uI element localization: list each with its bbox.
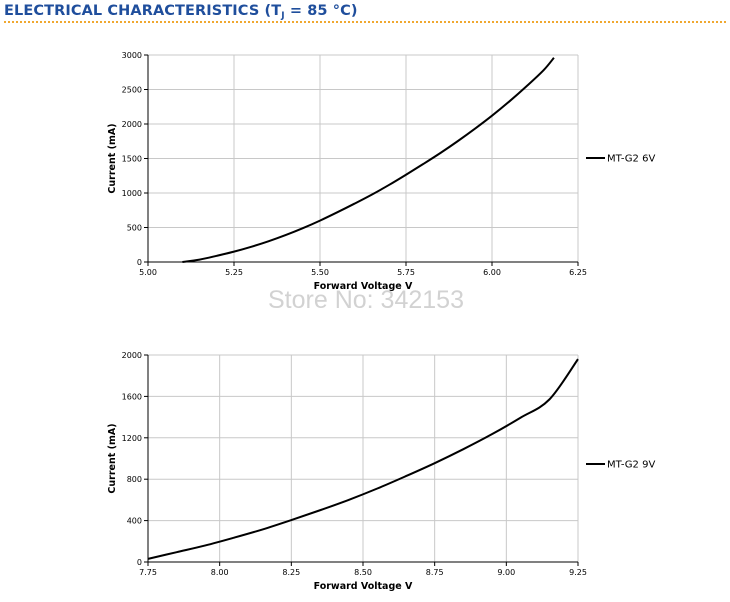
watermark: Store No: 342153 bbox=[268, 286, 464, 314]
heading-rule bbox=[4, 21, 726, 23]
x-tick-label: 6.00 bbox=[483, 268, 501, 277]
x-tick-label: 9.00 bbox=[497, 568, 515, 577]
heading-main: ELECTRICAL CHARACTERISTICS (T bbox=[4, 3, 282, 19]
y-axis-title: Current (mA) bbox=[107, 123, 118, 193]
x-tick-label: 7.75 bbox=[139, 568, 157, 577]
y-tick-label: 500 bbox=[127, 224, 142, 233]
legend-label: MT-G2 6V bbox=[607, 154, 655, 165]
y-tick-label: 0 bbox=[137, 258, 142, 267]
x-tick-label: 8.75 bbox=[426, 568, 444, 577]
y-tick-label: 0 bbox=[137, 558, 142, 567]
y-tick-label: 1000 bbox=[122, 189, 142, 198]
page-heading: ELECTRICAL CHARACTERISTICS (TJ = 85 °C) bbox=[4, 3, 358, 21]
y-tick-label: 1200 bbox=[122, 434, 142, 443]
x-tick-label: 8.00 bbox=[211, 568, 229, 577]
x-tick-label: 9.25 bbox=[569, 568, 587, 577]
x-axis-title: Forward Voltage V bbox=[314, 581, 413, 592]
y-tick-label: 800 bbox=[127, 475, 142, 484]
x-tick-label: 8.50 bbox=[354, 568, 372, 577]
y-tick-label: 3000 bbox=[122, 51, 142, 60]
x-tick-label: 5.75 bbox=[397, 268, 415, 277]
x-tick-label: 5.50 bbox=[311, 268, 329, 277]
series-line bbox=[182, 57, 555, 263]
series-line bbox=[147, 358, 579, 560]
x-tick-label: 5.25 bbox=[225, 268, 243, 277]
x-tick-label: 5.00 bbox=[139, 268, 157, 277]
y-tick-label: 1600 bbox=[122, 392, 142, 401]
chart-1: 5.00 5.25 5.50 5.75 6.00 6.25 0 500 1000 1500 2000… bbox=[107, 51, 655, 292]
y-tick-label: 400 bbox=[127, 517, 142, 526]
x-tick-label: 8.25 bbox=[282, 568, 300, 577]
legend-label: MT-G2 9V bbox=[607, 460, 655, 471]
y-tick-label: 2000 bbox=[122, 120, 142, 129]
chart-2: 7.75 8.00 8.25 8.50 8.75 9.00 9.25 0 400 800 1200 1… bbox=[107, 351, 655, 592]
x-tick-label: 6.25 bbox=[569, 268, 587, 277]
y-axis-title: Current (mA) bbox=[107, 423, 118, 493]
x-axis-title: Forward Voltage V bbox=[314, 281, 413, 292]
y-tick-label: 2500 bbox=[122, 86, 142, 95]
heading-tail: = 85 °C) bbox=[284, 3, 358, 19]
y-tick-label: 1500 bbox=[122, 155, 142, 164]
y-tick-label: 2000 bbox=[122, 351, 142, 360]
heading-subscript: J bbox=[281, 11, 285, 21]
